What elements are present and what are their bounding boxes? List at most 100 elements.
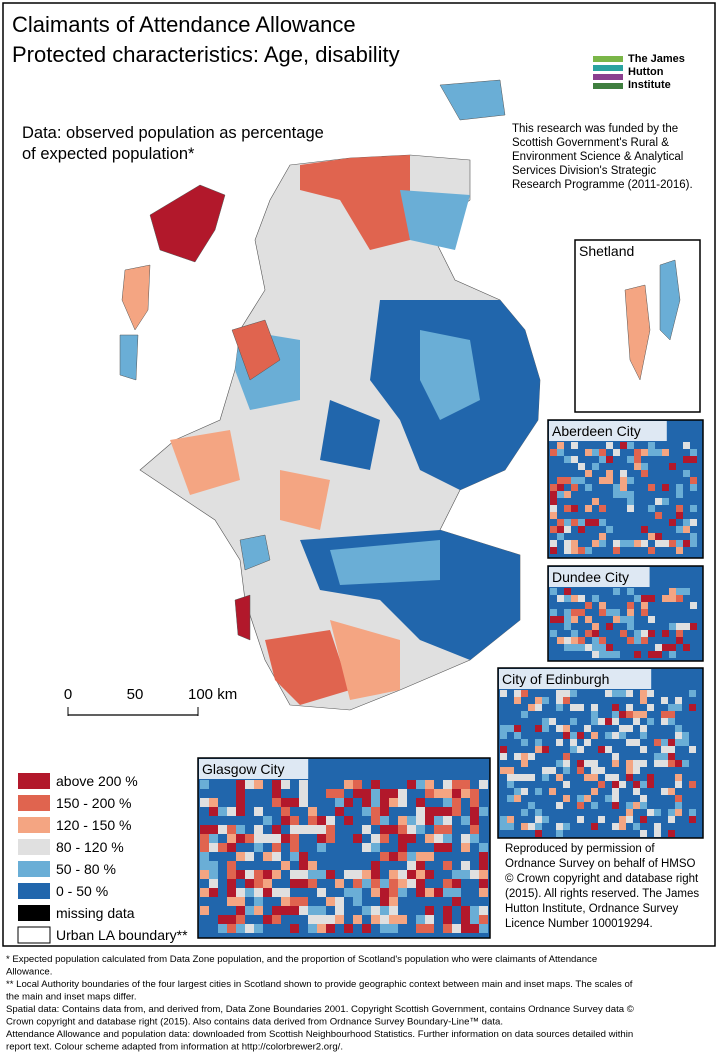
inset-zone — [564, 595, 571, 602]
inset-zone — [389, 870, 398, 879]
inset-zone — [290, 879, 299, 888]
inset-zone — [452, 807, 461, 816]
inset-zone — [479, 780, 488, 789]
inset-zone — [571, 637, 578, 644]
inset-zone — [245, 906, 254, 915]
inset-zone — [585, 616, 592, 623]
inset-zone — [662, 477, 669, 484]
inset-zone — [535, 746, 542, 753]
inset-zone — [557, 463, 564, 470]
inset-zone — [690, 470, 697, 477]
inset-zone — [682, 732, 689, 739]
inset-zone — [272, 906, 281, 915]
inset-zone — [668, 809, 675, 816]
inset-zone — [591, 711, 598, 718]
inset-zone — [605, 732, 612, 739]
inset-zone — [542, 774, 549, 781]
inset-zone — [633, 718, 640, 725]
inset-zone — [690, 595, 697, 602]
inset-zone — [389, 924, 398, 933]
inset-zone — [641, 651, 648, 658]
legend-label: 120 - 150 % — [56, 817, 132, 833]
inset-zone — [254, 789, 263, 798]
inset-zone — [668, 746, 675, 753]
inset-zone — [571, 547, 578, 554]
inset-zone — [668, 711, 675, 718]
inset-zone — [640, 690, 647, 697]
inset-zone — [299, 825, 308, 834]
inset-zone — [514, 690, 521, 697]
inset-zone — [344, 906, 353, 915]
inset-zone — [633, 788, 640, 795]
inset-zone — [521, 760, 528, 767]
inset-zone — [290, 870, 299, 879]
inset-zone — [398, 861, 407, 870]
inset-zone — [528, 830, 535, 837]
inset-zone — [592, 449, 599, 456]
inset-zone — [619, 718, 626, 725]
inset-zone — [689, 830, 696, 837]
inset-zone — [661, 788, 668, 795]
inset-zone — [542, 711, 549, 718]
inset-zone — [627, 588, 634, 595]
inset-zone — [648, 449, 655, 456]
inset-zone — [647, 739, 654, 746]
inset-zone — [556, 802, 563, 809]
inset-zone — [612, 802, 619, 809]
inset-zone — [613, 533, 620, 540]
inset-zone — [528, 802, 535, 809]
inset-zone — [564, 449, 571, 456]
inset-zone — [669, 519, 676, 526]
inset-zone — [655, 651, 662, 658]
inset-zone — [570, 725, 577, 732]
inset-zone — [514, 795, 521, 802]
inset-zone — [507, 760, 514, 767]
inset-zone — [245, 924, 254, 933]
inset-zone — [479, 789, 488, 798]
inset-zone — [612, 718, 619, 725]
inset-zone — [353, 834, 362, 843]
inset-label: Aberdeen City — [552, 423, 641, 439]
inset-zone — [407, 870, 416, 879]
inset-zone — [549, 760, 556, 767]
inset-zone — [612, 732, 619, 739]
inset-zone — [564, 491, 571, 498]
inset-zone — [281, 816, 290, 825]
inset-zone — [209, 825, 218, 834]
inset-zone — [514, 718, 521, 725]
legend-label: 150 - 200 % — [56, 795, 132, 811]
inset-zone — [398, 798, 407, 807]
inset-zone — [550, 463, 557, 470]
inset-zone — [507, 774, 514, 781]
inset-zone — [263, 807, 272, 816]
inset-zone — [584, 809, 591, 816]
inset-zone — [308, 816, 317, 825]
inset-zone — [425, 915, 434, 924]
inset-zone — [245, 879, 254, 888]
inset-zone — [654, 690, 661, 697]
inset-zone — [648, 637, 655, 644]
inset-zone — [599, 540, 606, 547]
inset-zone — [326, 789, 335, 798]
region — [400, 190, 470, 250]
inset-zone — [619, 711, 626, 718]
inset-zone — [620, 505, 627, 512]
inset-zone — [633, 690, 640, 697]
inset-zone — [591, 830, 598, 837]
inset-zone — [682, 830, 689, 837]
inset-zone — [317, 834, 326, 843]
inset-zone — [620, 595, 627, 602]
inset-zone — [326, 924, 335, 933]
inset-zone — [514, 697, 521, 704]
inset-zone — [605, 697, 612, 704]
inset-zone — [434, 888, 443, 897]
inset-zone — [335, 861, 344, 870]
inset-zone — [584, 774, 591, 781]
inset-zone — [326, 807, 335, 816]
inset-zone — [634, 456, 641, 463]
inset-zone — [690, 623, 697, 630]
inset-zone — [634, 470, 641, 477]
inset-zone — [661, 711, 668, 718]
inset-zone — [641, 595, 648, 602]
inset-zone — [640, 697, 647, 704]
